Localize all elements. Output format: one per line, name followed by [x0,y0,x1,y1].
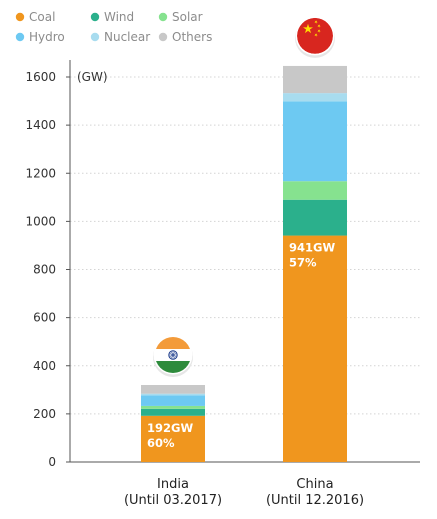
legend-marker-coal [15,12,25,22]
y-axis: 0 200 400 600 800 1000 1200 1400 1600 [25,70,420,469]
legend-label-nuclear: Nuclear [104,30,150,44]
bar-india-nuclear [141,393,205,396]
bar-china-coal [283,235,347,462]
tick-label-800: 800 [33,263,56,277]
india-flag-spoke [170,351,174,356]
tick-label-200: 200 [33,407,56,421]
india-flag-spoke [169,354,174,358]
bar-china-wind [283,199,347,236]
data-label-china-1: 57% [289,256,317,270]
category-label-india: India [157,477,189,492]
bar-india-wind [141,408,205,416]
tick-label-1000: 1000 [25,214,56,228]
tick-label-1400: 1400 [25,118,56,132]
bar-stack-india [141,385,205,462]
china-flag-field [297,17,333,54]
china-flag-small-star [317,24,321,28]
bar-china-solar [283,181,347,200]
china-flag-small-star [314,20,318,24]
category-sublabel-india: (Until 03.2017) [124,493,222,508]
legend-label-coal: Coal [29,10,55,24]
bar-china-nuclear [283,93,347,102]
india-flag-spoke [172,351,176,356]
bar-china-hydro [283,101,347,182]
data-label-india-1: 60% [147,436,175,450]
legend-label-others: Others [172,30,212,44]
china-flag-small-star [314,33,318,37]
india-flag-spoke [170,354,174,359]
china-flag-small-star [317,29,321,33]
india-flag-spoke [172,354,177,358]
legend-marker-solar [158,12,168,22]
india-flag-spoke [172,354,176,359]
category-label-china: China [296,477,333,492]
china-flag-large-star [303,23,313,34]
bar-india-coal [141,415,205,462]
india-flag-chakra [168,350,178,360]
india-flag-saffron [155,337,191,349]
bar-india-others [141,385,205,394]
india-flag-spoke [172,352,177,356]
legend-label-hydro: Hydro [29,30,65,44]
data-label-china-0: 941GW [289,241,335,255]
legend-marker-nuclear [90,32,100,42]
tick-label-400: 400 [33,359,56,373]
legend-marker-others [158,32,168,42]
category-sublabel-china: (Until 12.2016) [266,493,364,508]
data-label-india-0: 192GW [147,421,193,435]
legend: Coal Wind Solar Hydro Nuclear Others [15,10,212,44]
tick-label-600: 600 [33,311,56,325]
legend-label-solar: Solar [172,10,203,24]
tick-label-1600: 1600 [25,70,56,84]
tick-label-0: 0 [48,455,56,469]
bar-china-others [283,65,347,94]
bar-india-hydro [141,395,205,406]
bar-stack-china [283,65,347,462]
china-flag [295,16,335,58]
legend-marker-wind [90,12,100,22]
india-flag-green [155,361,191,373]
tick-label-1200: 1200 [25,166,56,180]
legend-marker-hydro [15,32,25,42]
india-flag [153,335,193,377]
legend-label-wind: Wind [104,10,134,24]
india-flag-spoke [169,352,174,356]
bar-india-solar [141,405,205,409]
y-axis-unit: (GW) [77,70,108,84]
